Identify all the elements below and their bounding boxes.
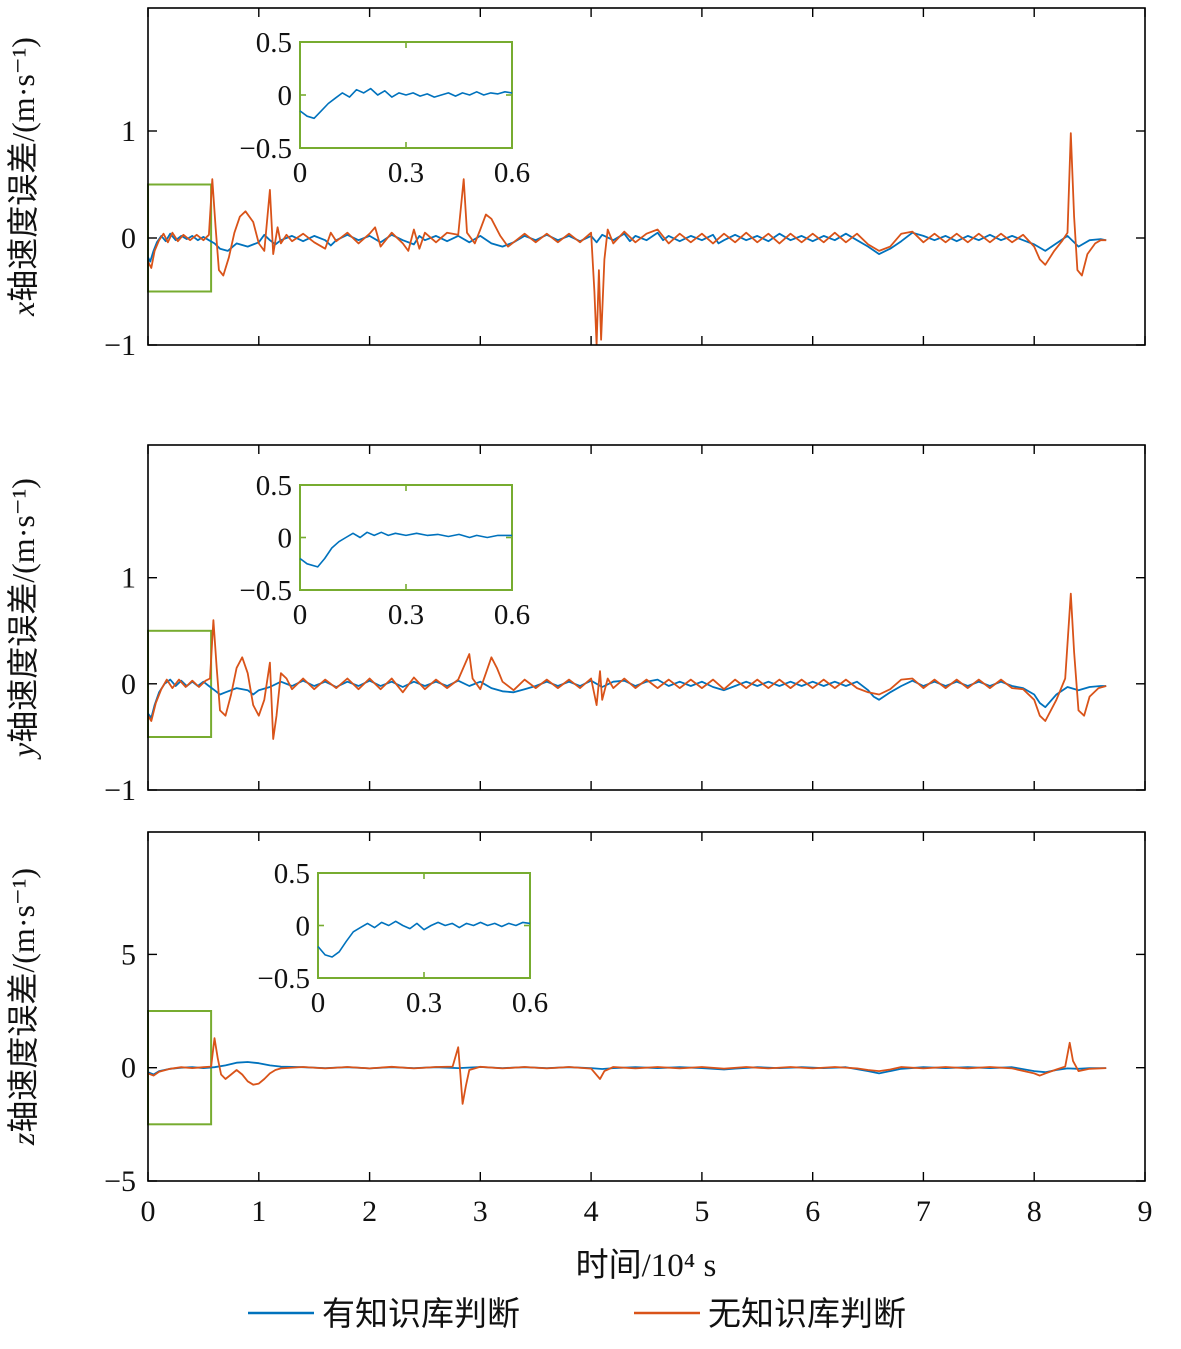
inset-y-tick-label: 0.5 — [256, 27, 292, 59]
y-tick-label: −5 — [104, 1165, 136, 1198]
y-axis-label: x轴速度误差/(m·s⁻¹) — [5, 37, 41, 317]
plot-box — [147, 444, 1146, 791]
y-tick-label: 0 — [121, 1052, 136, 1085]
series-group — [148, 132, 1107, 345]
legend-label-with-kb: 有知识库判断 — [322, 1296, 520, 1333]
inset-box — [299, 484, 513, 591]
y-tick-label: 5 — [121, 938, 136, 971]
inset-y-tick-label: −0.5 — [239, 133, 292, 165]
inset-x-tick-label: 0.3 — [388, 599, 424, 631]
series-group — [148, 592, 1107, 740]
inset-x-tick-label: 0.6 — [512, 987, 548, 1019]
y-tick-label: 0 — [121, 668, 136, 701]
y-tick-label: −1 — [104, 774, 136, 807]
inset-y-tick-label: 0 — [278, 523, 293, 555]
y-tick-label: −1 — [104, 329, 136, 362]
inset-x-tick-label: 0 — [293, 157, 308, 189]
y-tick-label: 1 — [121, 562, 136, 595]
x-tick-label: 8 — [1027, 1195, 1042, 1228]
y-tick-label: 0 — [121, 222, 136, 255]
x-tick-label: 6 — [805, 1195, 820, 1228]
y-axis-label: y轴速度误差/(m·s⁻¹) — [5, 478, 41, 760]
y-axis-label: z轴速度误差/(m·s⁻¹) — [5, 868, 41, 1146]
inset-x-tick-label: 0.6 — [494, 157, 530, 189]
inset-x-tick-label: 0 — [311, 987, 326, 1019]
series-line-without-kb — [148, 132, 1107, 345]
legend: 有知识库判断 无知识库判断 — [248, 1296, 906, 1333]
legend-label-without-kb: 无知识库判断 — [708, 1296, 906, 1333]
x-tick-label: 3 — [473, 1195, 488, 1228]
inset-series-line-with-kb — [299, 531, 512, 568]
x-tick-label: 4 — [584, 1195, 599, 1228]
inset-y-tick-label: −0.5 — [257, 963, 310, 995]
inset-y-tick-label: 0 — [278, 80, 293, 112]
x-tick-label: 9 — [1138, 1195, 1153, 1228]
inset-x-tick-label: 0 — [293, 599, 308, 631]
x-tick-label: 0 — [141, 1195, 156, 1228]
inset-y-tick-label: −0.5 — [239, 575, 292, 607]
plot-box — [147, 7, 1146, 346]
inset-x-tick-label: 0.6 — [494, 599, 530, 631]
inset-y-tick-label: 0.5 — [256, 470, 292, 502]
inset-y-tick-label: 0.5 — [274, 858, 310, 890]
x-tick-label: 2 — [362, 1195, 377, 1228]
series-line-with-kb — [148, 678, 1107, 719]
y-tick-label: 1 — [121, 115, 136, 148]
inset-x-tick-label: 0.3 — [388, 157, 424, 189]
inset-series-line-with-kb — [317, 920, 531, 958]
inset-box — [317, 872, 531, 979]
x-tick-label: 5 — [694, 1195, 709, 1228]
plot-box — [147, 831, 1146, 1182]
series-line-without-kb — [148, 1037, 1107, 1105]
inset-x-tick-label: 0.3 — [406, 987, 442, 1019]
series-line-without-kb — [148, 592, 1107, 740]
inset-y-tick-label: 0 — [296, 911, 311, 943]
series-group — [148, 1037, 1107, 1105]
inset-series-line-with-kb — [299, 87, 513, 120]
x-tick-label: 1 — [251, 1195, 266, 1228]
x-tick-label: 7 — [916, 1195, 931, 1228]
x-axis-label: 时间/10⁴ s — [576, 1248, 717, 1284]
